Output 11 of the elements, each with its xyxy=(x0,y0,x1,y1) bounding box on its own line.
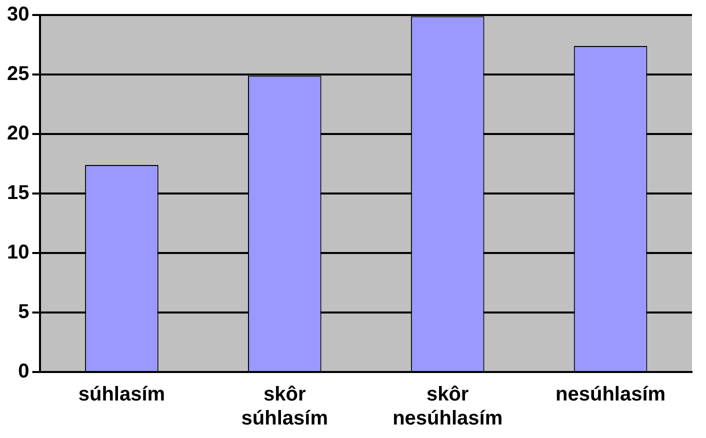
x-tick-label: skôr súhlasím xyxy=(241,384,328,430)
y-tick-label: 15 xyxy=(6,182,30,204)
y-tick-label: 0 xyxy=(18,360,30,383)
y-tick-label: 20 xyxy=(6,122,30,145)
y-tick-label: 25 xyxy=(6,63,30,86)
y-tick-label: 10 xyxy=(6,242,30,264)
x-tick-label: súhlasím xyxy=(78,384,166,406)
y-tick-label: 5 xyxy=(18,301,30,324)
x-tick-label: skôr nesúhlasím xyxy=(392,384,503,430)
y-tick-label: 30 xyxy=(6,4,30,26)
x-tick-label: nesúhlasím xyxy=(556,384,666,406)
